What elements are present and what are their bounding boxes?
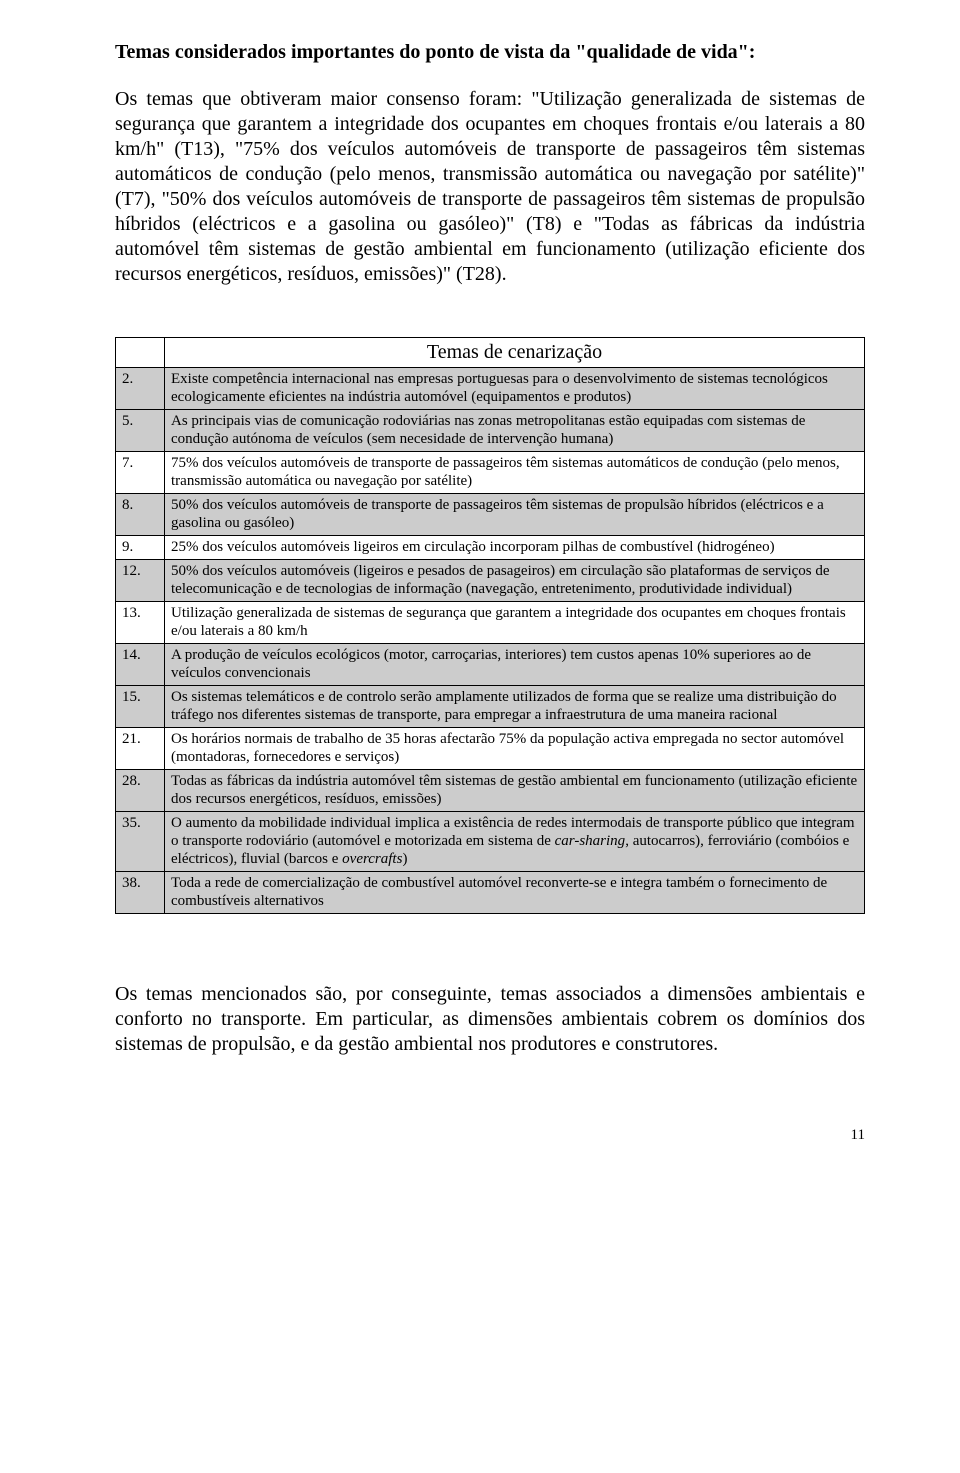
table-row: 35.O aumento da mobilidade individual im… <box>116 812 865 872</box>
row-number: 21. <box>116 728 165 770</box>
footer-paragraph: Os temas mencionados são, por conseguint… <box>115 982 865 1057</box>
table-row: 2.Existe competência internacional nas e… <box>116 368 865 410</box>
row-text: Existe competência internacional nas emp… <box>165 368 865 410</box>
row-number: 38. <box>116 872 165 914</box>
row-number: 15. <box>116 686 165 728</box>
table-row: 21.Os horários normais de trabalho de 35… <box>116 728 865 770</box>
caption-empty-cell <box>116 338 165 368</box>
row-text: 50% dos veículos automóveis de transport… <box>165 494 865 536</box>
table-caption: Temas de cenarização <box>165 338 865 368</box>
table-row: 13.Utilização generalizada de sistemas d… <box>116 602 865 644</box>
row-number: 5. <box>116 410 165 452</box>
themes-table: Temas de cenarização 2.Existe competênci… <box>115 337 865 914</box>
row-number: 8. <box>116 494 165 536</box>
row-text: Os horários normais de trabalho de 35 ho… <box>165 728 865 770</box>
row-text: 25% dos veículos automóveis ligeiros em … <box>165 536 865 560</box>
row-text: 50% dos veículos automóveis (ligeiros e … <box>165 560 865 602</box>
table-row: 28.Todas as fábricas da indústria automó… <box>116 770 865 812</box>
row-text: A produção de veículos ecológicos (motor… <box>165 644 865 686</box>
row-number: 14. <box>116 644 165 686</box>
intro-paragraph: Os temas que obtiveram maior consenso fo… <box>115 87 865 287</box>
page-number: 11 <box>115 1127 865 1144</box>
row-text: Os sistemas telemáticos e de controlo se… <box>165 686 865 728</box>
row-number: 9. <box>116 536 165 560</box>
row-text: Toda a rede de comercialização de combus… <box>165 872 865 914</box>
row-number: 12. <box>116 560 165 602</box>
row-number: 2. <box>116 368 165 410</box>
row-number: 28. <box>116 770 165 812</box>
page: Temas considerados importantes do ponto … <box>0 0 960 1184</box>
table-row: 8.50% dos veículos automóveis de transpo… <box>116 494 865 536</box>
section-heading: Temas considerados importantes do ponto … <box>115 40 865 65</box>
table-caption-row: Temas de cenarização <box>116 338 865 368</box>
row-number: 35. <box>116 812 165 872</box>
row-text: 75% dos veículos automóveis de transport… <box>165 452 865 494</box>
row-text: O aumento da mobilidade individual impli… <box>165 812 865 872</box>
row-text: As principais vias de comunicação rodovi… <box>165 410 865 452</box>
table-row: 9.25% dos veículos automóveis ligeiros e… <box>116 536 865 560</box>
table-row: 7.75% dos veículos automóveis de transpo… <box>116 452 865 494</box>
row-number: 7. <box>116 452 165 494</box>
table-row: 38.Toda a rede de comercialização de com… <box>116 872 865 914</box>
table-row: 14.A produção de veículos ecológicos (mo… <box>116 644 865 686</box>
row-text: Utilização generalizada de sistemas de s… <box>165 602 865 644</box>
table-row: 12.50% dos veículos automóveis (ligeiros… <box>116 560 865 602</box>
table-row: 15.Os sistemas telemáticos e de controlo… <box>116 686 865 728</box>
table-row: 5.As principais vias de comunicação rodo… <box>116 410 865 452</box>
row-text: Todas as fábricas da indústria automóvel… <box>165 770 865 812</box>
row-number: 13. <box>116 602 165 644</box>
